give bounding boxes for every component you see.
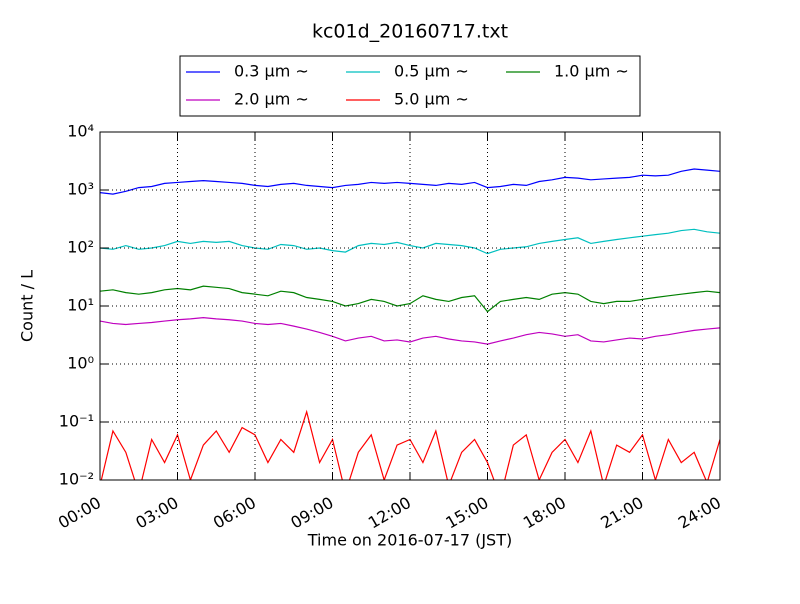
y-axis-label: Count / L xyxy=(18,270,37,342)
legend xyxy=(179,55,641,117)
legend-label: 1.0 μm ~ xyxy=(554,62,629,81)
y-tick-label: 10⁰ xyxy=(67,354,94,373)
legend-label: 0.3 μm ~ xyxy=(234,62,309,81)
legend-label: 5.0 μm ~ xyxy=(394,90,469,109)
y-tick-label: 10⁴ xyxy=(67,122,94,141)
series-line xyxy=(100,285,720,313)
x-axis-label: Time on 2016-07-17 (JST) xyxy=(307,531,512,550)
y-tick-label: 10⁻² xyxy=(59,470,94,489)
plot-area xyxy=(100,168,720,480)
series-line xyxy=(100,409,720,480)
y-tick-label: 10⁻¹ xyxy=(59,412,94,431)
y-tick-label: 10² xyxy=(67,238,94,257)
chart-title: kc01d_20160717.txt xyxy=(312,21,508,43)
y-tick-label: 10³ xyxy=(67,180,94,199)
y-tick-label: 10¹ xyxy=(67,296,94,315)
legend-label: 2.0 μm ~ xyxy=(234,90,309,109)
series-line xyxy=(100,317,720,345)
legend-label: 0.5 μm ~ xyxy=(394,62,469,81)
series-line xyxy=(100,228,720,255)
series-line xyxy=(100,168,720,195)
